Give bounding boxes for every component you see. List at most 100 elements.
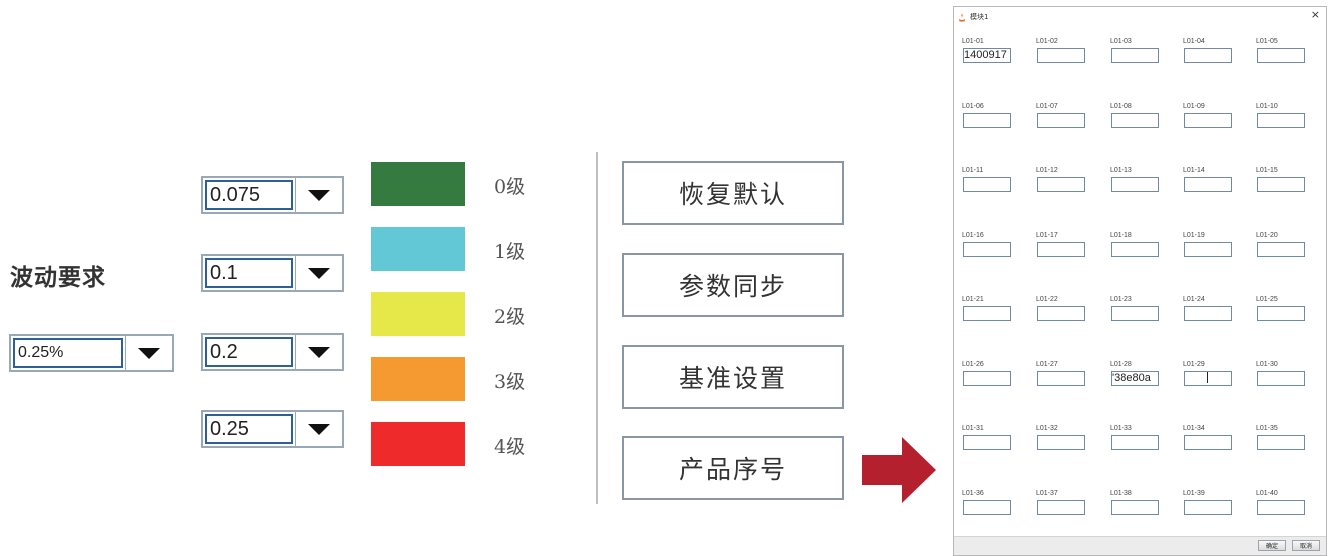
param-sync-button[interactable]: 参数同步 — [622, 253, 844, 317]
field-label: L01-25 — [1256, 296, 1278, 303]
field-input[interactable] — [1111, 48, 1159, 63]
field-input[interactable] — [963, 435, 1011, 450]
field-input[interactable] — [1257, 177, 1305, 192]
restore-default-button[interactable]: 恢复默认 — [622, 161, 844, 225]
field-cell: L01-31 — [962, 425, 1011, 450]
field-input[interactable] — [1037, 177, 1085, 192]
field-label: L01-09 — [1183, 102, 1205, 110]
field-label: L01-31 — [962, 425, 984, 432]
field-label: L01-33 — [1110, 425, 1132, 432]
field-input[interactable] — [963, 306, 1011, 321]
field-input[interactable] — [1257, 112, 1305, 128]
field-input[interactable] — [1257, 370, 1305, 386]
level-1-swatch — [371, 227, 465, 271]
field-input[interactable] — [1184, 241, 1232, 257]
field-input[interactable] — [1257, 241, 1305, 257]
fluctuation-dropdown[interactable]: 0.25% — [9, 334, 174, 372]
field-cell: L01-06 — [962, 103, 1011, 128]
fluctuation-label: 波动要求 — [10, 265, 106, 291]
field-input[interactable] — [1111, 241, 1159, 257]
threshold-value[interactable]: 0.25 — [205, 414, 293, 444]
dropdown-button[interactable] — [295, 178, 342, 212]
field-input[interactable] — [1111, 435, 1159, 450]
dropdown-button[interactable] — [125, 336, 172, 370]
vertical-divider — [596, 152, 598, 504]
field-cell: L01-19 — [1183, 231, 1232, 257]
field-input[interactable] — [1037, 370, 1085, 386]
level-3-swatch — [371, 357, 465, 401]
field-input[interactable] — [1037, 499, 1085, 515]
field-cell: L01-37 — [1036, 490, 1085, 515]
field-label: L01-04 — [1183, 38, 1205, 45]
text-caret — [1207, 372, 1208, 384]
field-input[interactable] — [963, 241, 1011, 257]
field-input[interactable]: '38e80a — [1111, 370, 1159, 386]
field-input[interactable] — [1257, 435, 1305, 450]
field-input[interactable] — [1257, 306, 1305, 321]
field-input[interactable] — [963, 112, 1011, 128]
field-label: L01-13 — [1110, 167, 1132, 174]
field-input[interactable] — [963, 499, 1011, 515]
field-input[interactable] — [963, 370, 1011, 386]
close-icon[interactable]: × — [1310, 8, 1320, 21]
field-cell: L01-16 — [962, 232, 1011, 257]
field-input[interactable] — [1037, 435, 1085, 450]
threshold-dropdown-2[interactable]: 0.2 — [201, 333, 344, 371]
baseline-settings-button[interactable]: 基准设置 — [622, 345, 844, 409]
field-input[interactable] — [1037, 112, 1085, 128]
field-input[interactable] — [1184, 370, 1232, 386]
threshold-dropdown-0[interactable]: 0.075 — [201, 176, 344, 214]
field-input[interactable] — [1257, 48, 1305, 63]
threshold-dropdown-1[interactable]: 0.1 — [201, 254, 344, 292]
field-input[interactable] — [1037, 306, 1085, 321]
level-0-swatch — [371, 162, 465, 206]
field-input[interactable] — [1184, 499, 1232, 515]
field-input[interactable] — [1037, 241, 1085, 257]
field-input[interactable] — [1184, 306, 1232, 321]
field-input[interactable] — [963, 177, 1011, 192]
field-cell: L01-25 — [1256, 296, 1305, 321]
threshold-dropdown-3[interactable]: 0.25 — [201, 410, 344, 448]
threshold-value[interactable]: 0.1 — [205, 258, 293, 288]
dropdown-button[interactable] — [295, 335, 342, 369]
field-label: L01-19 — [1183, 231, 1205, 239]
field-cell: L01-08 — [1110, 103, 1159, 128]
cancel-button[interactable]: 取消 — [1292, 540, 1320, 551]
field-input[interactable] — [1184, 48, 1232, 63]
field-label: L01-34 — [1183, 425, 1205, 432]
level-0-label: 0级 — [494, 176, 526, 198]
dropdown-button[interactable] — [295, 256, 342, 290]
field-label: L01-32 — [1036, 425, 1058, 432]
field-cell: L01-07 — [1036, 103, 1085, 128]
field-input[interactable] — [1111, 177, 1159, 192]
field-input[interactable] — [1111, 306, 1159, 321]
product-serial-button[interactable]: 产品序号 — [622, 436, 844, 500]
field-input[interactable] — [1111, 112, 1159, 128]
field-input[interactable] — [1257, 499, 1305, 515]
field-input[interactable] — [1184, 112, 1232, 128]
threshold-value[interactable]: 0.2 — [205, 337, 293, 367]
field-cell: L01-39 — [1183, 490, 1232, 515]
field-label: L01-23 — [1110, 296, 1132, 303]
field-cell: L01-01 1400917 — [962, 38, 1011, 63]
field-label: L01-01 — [962, 38, 984, 45]
field-input[interactable] — [1184, 435, 1232, 450]
ok-button[interactable]: 确定 — [1258, 540, 1286, 551]
field-input[interactable] — [1037, 48, 1085, 63]
field-cell: L01-27 — [1036, 361, 1085, 386]
threshold-value[interactable]: 0.075 — [205, 180, 293, 210]
field-label: L01-40 — [1256, 489, 1278, 497]
field-cell: L01-14 — [1183, 167, 1232, 192]
field-label: L01-36 — [962, 489, 984, 497]
chevron-down-icon — [308, 189, 330, 201]
fluctuation-value[interactable]: 0.25% — [13, 338, 123, 368]
field-cell: L01-35 — [1256, 425, 1305, 450]
chevron-down-icon — [308, 346, 330, 358]
dropdown-button[interactable] — [295, 412, 342, 446]
field-input[interactable] — [1184, 177, 1232, 192]
level-4-swatch — [371, 422, 465, 466]
field-input[interactable] — [1111, 499, 1159, 515]
field-cell: L01-15 — [1256, 167, 1305, 192]
field-label: L01-38 — [1110, 489, 1132, 497]
field-input[interactable]: 1400917 — [963, 48, 1011, 63]
